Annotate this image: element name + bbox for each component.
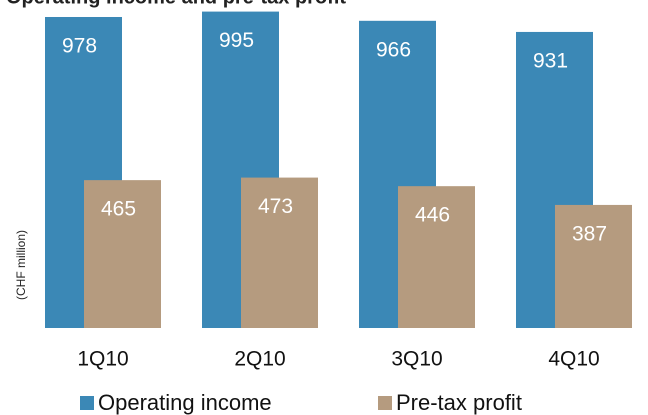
data-label: 465 (101, 198, 136, 221)
legend-swatch (80, 396, 94, 410)
bar (555, 204, 632, 328)
data-label: 931 (533, 49, 568, 72)
x-tick-label: 2Q10 (234, 348, 285, 371)
legend-swatch (378, 396, 392, 410)
data-label: 446 (415, 204, 450, 227)
y-axis-label: (CHF million) (14, 230, 28, 300)
x-tick-label: 1Q10 (77, 348, 128, 371)
legend-label: Pre-tax profit (396, 390, 522, 415)
data-label: 387 (572, 222, 607, 245)
data-label: 978 (62, 35, 97, 58)
legend-label: Operating income (98, 390, 272, 415)
bar (398, 186, 475, 328)
chart-title: Operating income and pre-tax profit (6, 0, 346, 8)
data-label: 995 (219, 29, 254, 52)
x-tick-label: 3Q10 (391, 348, 442, 371)
bar (241, 177, 318, 328)
x-tick-label: 4Q10 (548, 348, 599, 371)
bar (84, 180, 161, 328)
data-label: 966 (376, 38, 411, 61)
data-label: 473 (258, 195, 293, 218)
